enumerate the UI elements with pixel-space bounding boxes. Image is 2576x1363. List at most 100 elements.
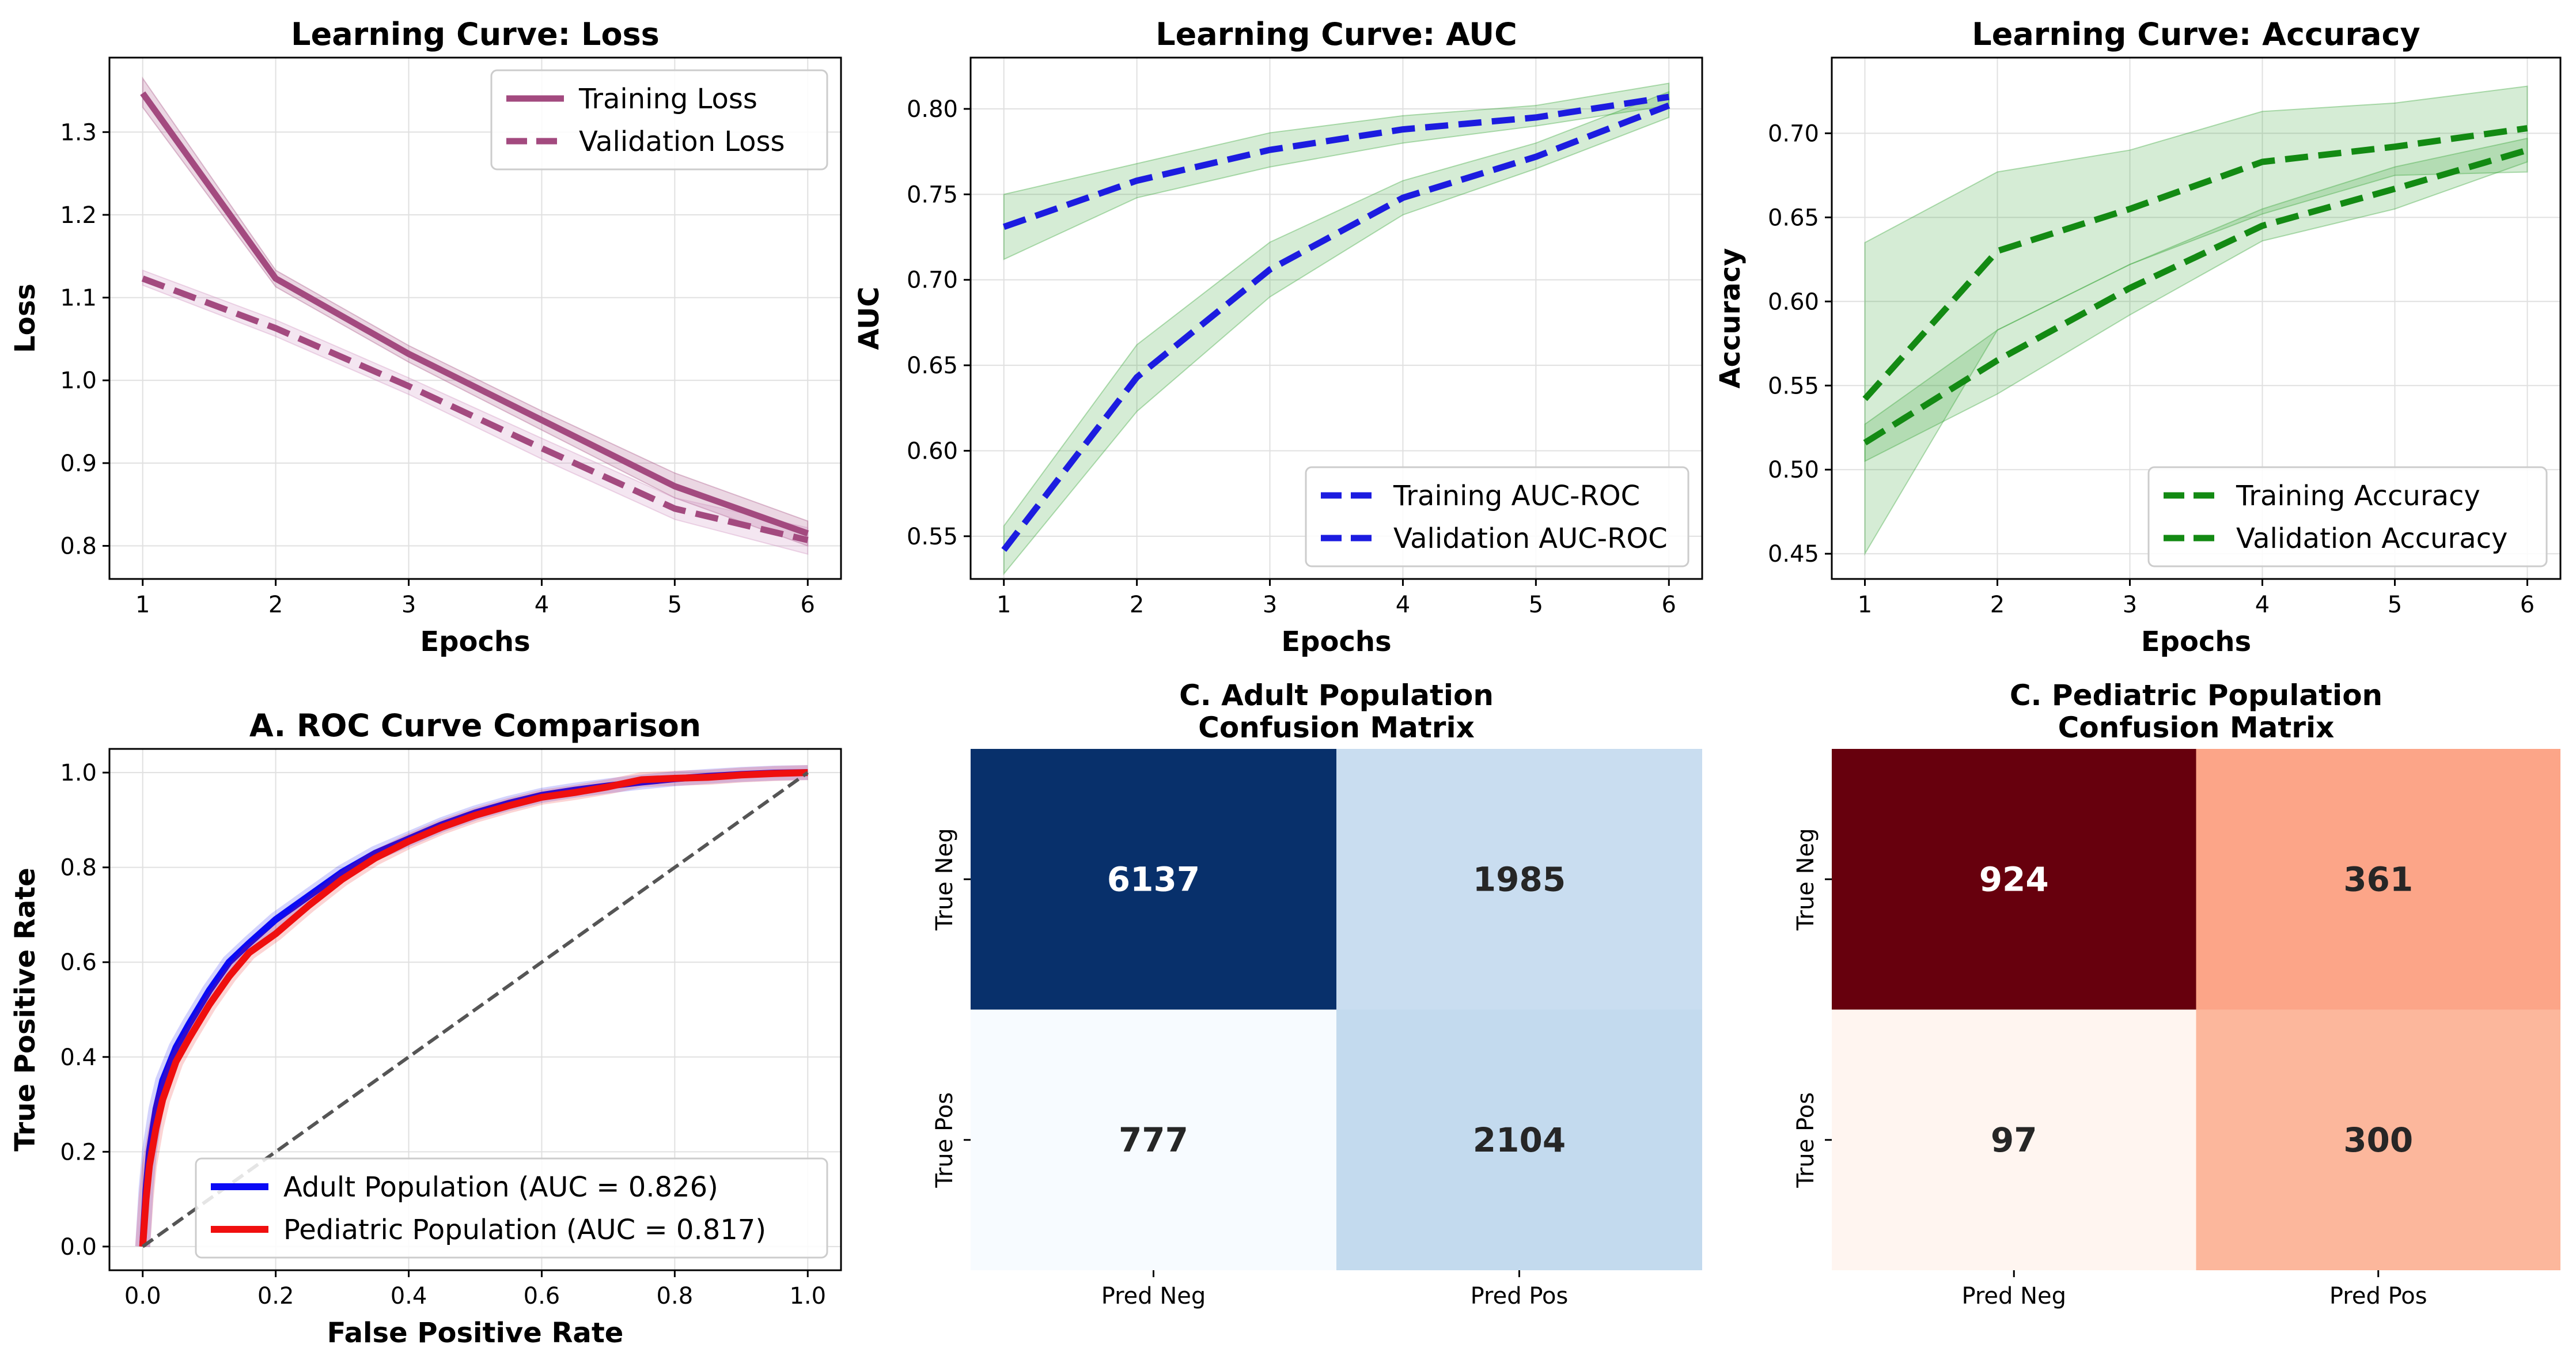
chart-title: A. ROC Curve Comparison bbox=[249, 707, 701, 744]
chart-subtitle: Confusion Matrix bbox=[2058, 711, 2335, 744]
y-tick-label: 0.50 bbox=[1768, 457, 1819, 483]
x-tick-label: 2 bbox=[268, 592, 283, 618]
x-tick-label: 0.4 bbox=[391, 1283, 427, 1309]
confidence-band-1 bbox=[1003, 90, 1670, 576]
chart-cm_adult: 6137 1985 777 2104 C. Adult PopulationConfus… bbox=[931, 679, 1702, 1309]
y-tick-label: 0.70 bbox=[1768, 120, 1819, 147]
heatmap-cell bbox=[971, 1009, 1336, 1270]
y-tick-label: 1.0 bbox=[60, 760, 97, 786]
chart-auc: 1 2 3 4 5 6 0.55 0.60 0.65 0.70 0.75 0.80 Learning C… bbox=[853, 16, 1703, 658]
cell-value: 300 bbox=[2343, 1120, 2413, 1160]
x-tick-label: 6 bbox=[801, 592, 815, 618]
y-tick-label: 0.8 bbox=[60, 855, 97, 881]
x-tick-label: 2 bbox=[1990, 592, 2005, 618]
y-tick-label: 0.65 bbox=[907, 353, 958, 379]
x-tick-label: 4 bbox=[1396, 592, 1410, 618]
confidence-band-0 bbox=[142, 76, 809, 547]
x-tick-label: 5 bbox=[1529, 592, 1543, 618]
x-tick-label: 4 bbox=[2255, 592, 2270, 618]
cell-value: 6137 bbox=[1107, 860, 1200, 899]
y-tick-label: 0.80 bbox=[907, 96, 958, 123]
x-tick-label: Pred Neg bbox=[1101, 1283, 1206, 1309]
x-tick-label: Pred Neg bbox=[1961, 1283, 2066, 1309]
y-tick-label: True Neg bbox=[931, 828, 958, 931]
chart-title: Learning Curve: Accuracy bbox=[1972, 16, 2420, 52]
chart-title: Learning Curve: Loss bbox=[291, 16, 660, 52]
series-band-1 bbox=[135, 765, 808, 1247]
heatmap-cell bbox=[1832, 749, 2196, 1010]
legend: Adult Population (AUC = 0.826) Pediatric … bbox=[195, 1157, 828, 1259]
heatmap-cell bbox=[1832, 1009, 2196, 1270]
chart-title: C. Adult Population bbox=[1179, 679, 1494, 712]
cell-value: 97 bbox=[1991, 1120, 2037, 1160]
x-tick-label: 3 bbox=[401, 592, 416, 618]
heatmap-cell bbox=[2196, 749, 2560, 1010]
x-tick-label: Pred Pos bbox=[2329, 1283, 2427, 1309]
y-tick-label: 0.60 bbox=[1768, 289, 1819, 315]
heatmap-cell bbox=[1336, 749, 1702, 1010]
heatmap-cell bbox=[971, 749, 1336, 1010]
y-tick-label: 1.2 bbox=[60, 202, 97, 229]
confidence-band-0 bbox=[1864, 85, 2528, 556]
chart-subtitle: Confusion Matrix bbox=[1198, 711, 1475, 744]
heatmap-cell bbox=[2196, 1009, 2560, 1270]
chart-loss: 1 2 3 4 5 6 0.8 0.9 1.0 1.1 1.2 1.3 Learning Curve: … bbox=[9, 16, 842, 658]
chart-cm_pediatric: 924 361 97 300 C. Pediatric PopulationConfus… bbox=[1793, 679, 2560, 1309]
y-tick-label: 0.55 bbox=[907, 524, 958, 550]
y-tick-label: 0.6 bbox=[60, 949, 97, 976]
y-axis-label: AUC bbox=[853, 287, 885, 350]
legend-label: Validation AUC-ROC bbox=[1393, 523, 1668, 555]
x-tick-label: 0.2 bbox=[257, 1283, 294, 1309]
cell-value: 1985 bbox=[1473, 860, 1566, 899]
x-axis-label: False Positive Rate bbox=[327, 1317, 624, 1349]
y-tick-label: 0.8 bbox=[60, 533, 97, 560]
cell-value: 924 bbox=[1979, 860, 2049, 899]
y-tick-label: 1.1 bbox=[60, 285, 97, 312]
confidence-band-1 bbox=[1864, 137, 2528, 463]
legend: Training Accuracy Validation Accuracy bbox=[2147, 466, 2548, 567]
x-tick-label: 6 bbox=[1662, 592, 1676, 618]
y-tick-label: 1.3 bbox=[60, 119, 97, 146]
x-tick-label: 6 bbox=[2520, 592, 2535, 618]
series-line-0 bbox=[1002, 93, 1670, 230]
y-axis-label: Accuracy bbox=[1714, 248, 1747, 388]
y-tick-label: 0.75 bbox=[907, 181, 958, 208]
series-line-1 bbox=[141, 275, 809, 543]
y-tick-label: 0.55 bbox=[1768, 373, 1819, 399]
axes-frame bbox=[1831, 56, 2562, 580]
series-line-1 bbox=[139, 769, 808, 1247]
legend-box bbox=[1305, 466, 1689, 567]
chart-title: C. Pediatric Population bbox=[2010, 679, 2382, 712]
series-line-1 bbox=[1001, 102, 1670, 552]
y-tick-label: 0.4 bbox=[60, 1044, 97, 1071]
x-tick-label: 4 bbox=[535, 592, 549, 618]
chart-roc: 0.0 0.2 0.4 0.6 0.8 1.0 0.0 0.2 0.4 0.6 0.8 1.0 A. R… bbox=[9, 707, 842, 1349]
chart-title: Learning Curve: AUC bbox=[1156, 16, 1517, 52]
legend-box bbox=[195, 1157, 828, 1259]
y-tick-label: True Neg bbox=[1793, 828, 1819, 931]
x-tick-label: 1 bbox=[135, 592, 150, 618]
cell-value: 2104 bbox=[1473, 1120, 1566, 1160]
y-tick-label: True Pos bbox=[1793, 1092, 1819, 1188]
x-tick-label: Pred Pos bbox=[1471, 1283, 1569, 1309]
x-tick-label: 1 bbox=[997, 592, 1011, 618]
y-tick-label: 0.60 bbox=[907, 438, 958, 464]
x-tick-label: 0.6 bbox=[524, 1283, 560, 1309]
axes-frame bbox=[108, 56, 842, 580]
x-tick-label: 5 bbox=[2388, 592, 2402, 618]
y-tick-label: 0.2 bbox=[60, 1139, 97, 1165]
cell-value: 777 bbox=[1119, 1120, 1188, 1160]
plot-area bbox=[1001, 82, 1670, 576]
legend-box bbox=[490, 69, 828, 171]
x-axis-label: Epochs bbox=[420, 626, 530, 658]
plot-area bbox=[135, 765, 809, 1248]
cell-value: 361 bbox=[2343, 860, 2413, 899]
axes-frame bbox=[969, 56, 1703, 580]
y-tick-label: 0.65 bbox=[1768, 205, 1819, 231]
y-axis-label: True Positive Rate bbox=[9, 868, 41, 1152]
series-line-0 bbox=[1862, 125, 2528, 402]
legend-label: Training AUC-ROC bbox=[1393, 480, 1640, 512]
x-tick-label: 3 bbox=[1263, 592, 1277, 618]
y-tick-label: True Pos bbox=[931, 1092, 958, 1188]
legend: Training AUC-ROC Validation AUC-ROC bbox=[1305, 466, 1689, 567]
